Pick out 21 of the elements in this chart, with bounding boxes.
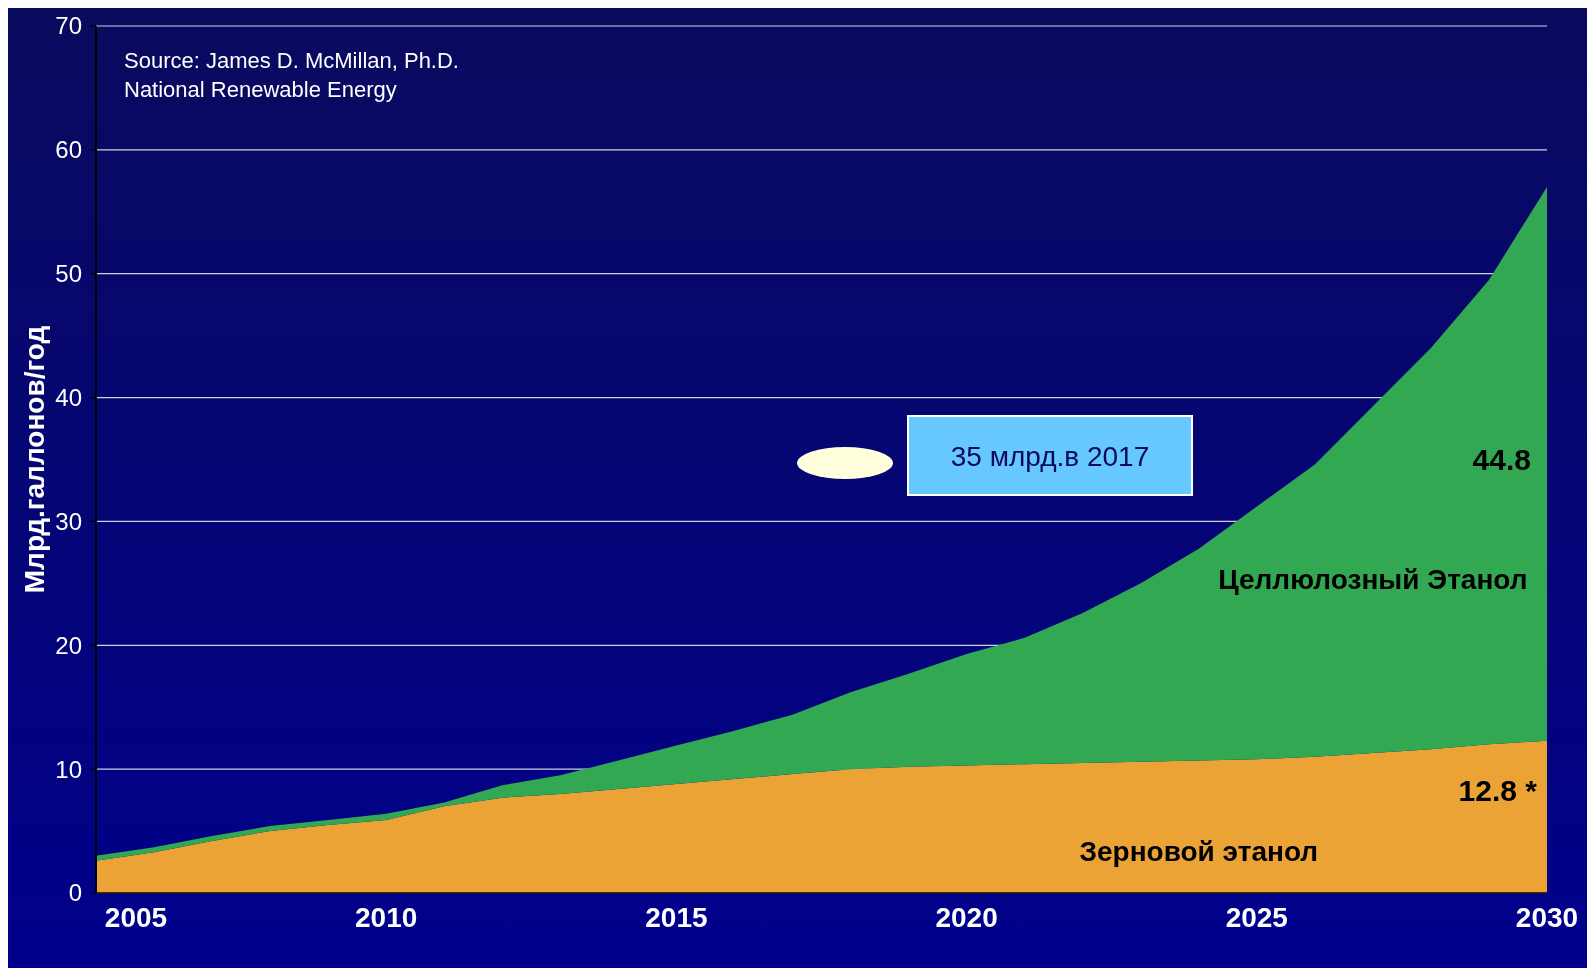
series-label: Зерновой этанол	[1079, 836, 1319, 868]
y-tick-label: 0	[68, 879, 82, 907]
annotation: 44.8	[1472, 443, 1531, 476]
y-tick-label: 10	[55, 755, 82, 783]
y-tick-label: 70	[55, 12, 82, 40]
y-tick-label: 50	[55, 260, 82, 288]
y-tick-label: 30	[55, 507, 82, 535]
y-tick-label: 60	[55, 136, 82, 164]
annotation: Source: James D. McMillan, Ph.D. National Renewable Energy	[124, 48, 459, 102]
x-tick-label: 2030	[1515, 902, 1579, 933]
x-tick-label: 2025	[1225, 902, 1288, 933]
annotation: 12.8 *	[1458, 773, 1538, 807]
x-tick-label: 2015	[645, 902, 708, 933]
y-tick-label: 40	[55, 383, 82, 411]
y-axis-title: Млрд.галлонов/год	[19, 325, 50, 594]
annotation: 35 млрд.в 2017	[950, 440, 1150, 472]
x-tick-label: 2010	[355, 902, 418, 933]
series-label: Целлюлозный Этанол	[1218, 564, 1528, 596]
x-tick-label: 2020	[935, 902, 998, 933]
y-tick-label: 20	[55, 631, 82, 659]
x-tick-label: 2005	[104, 902, 168, 933]
